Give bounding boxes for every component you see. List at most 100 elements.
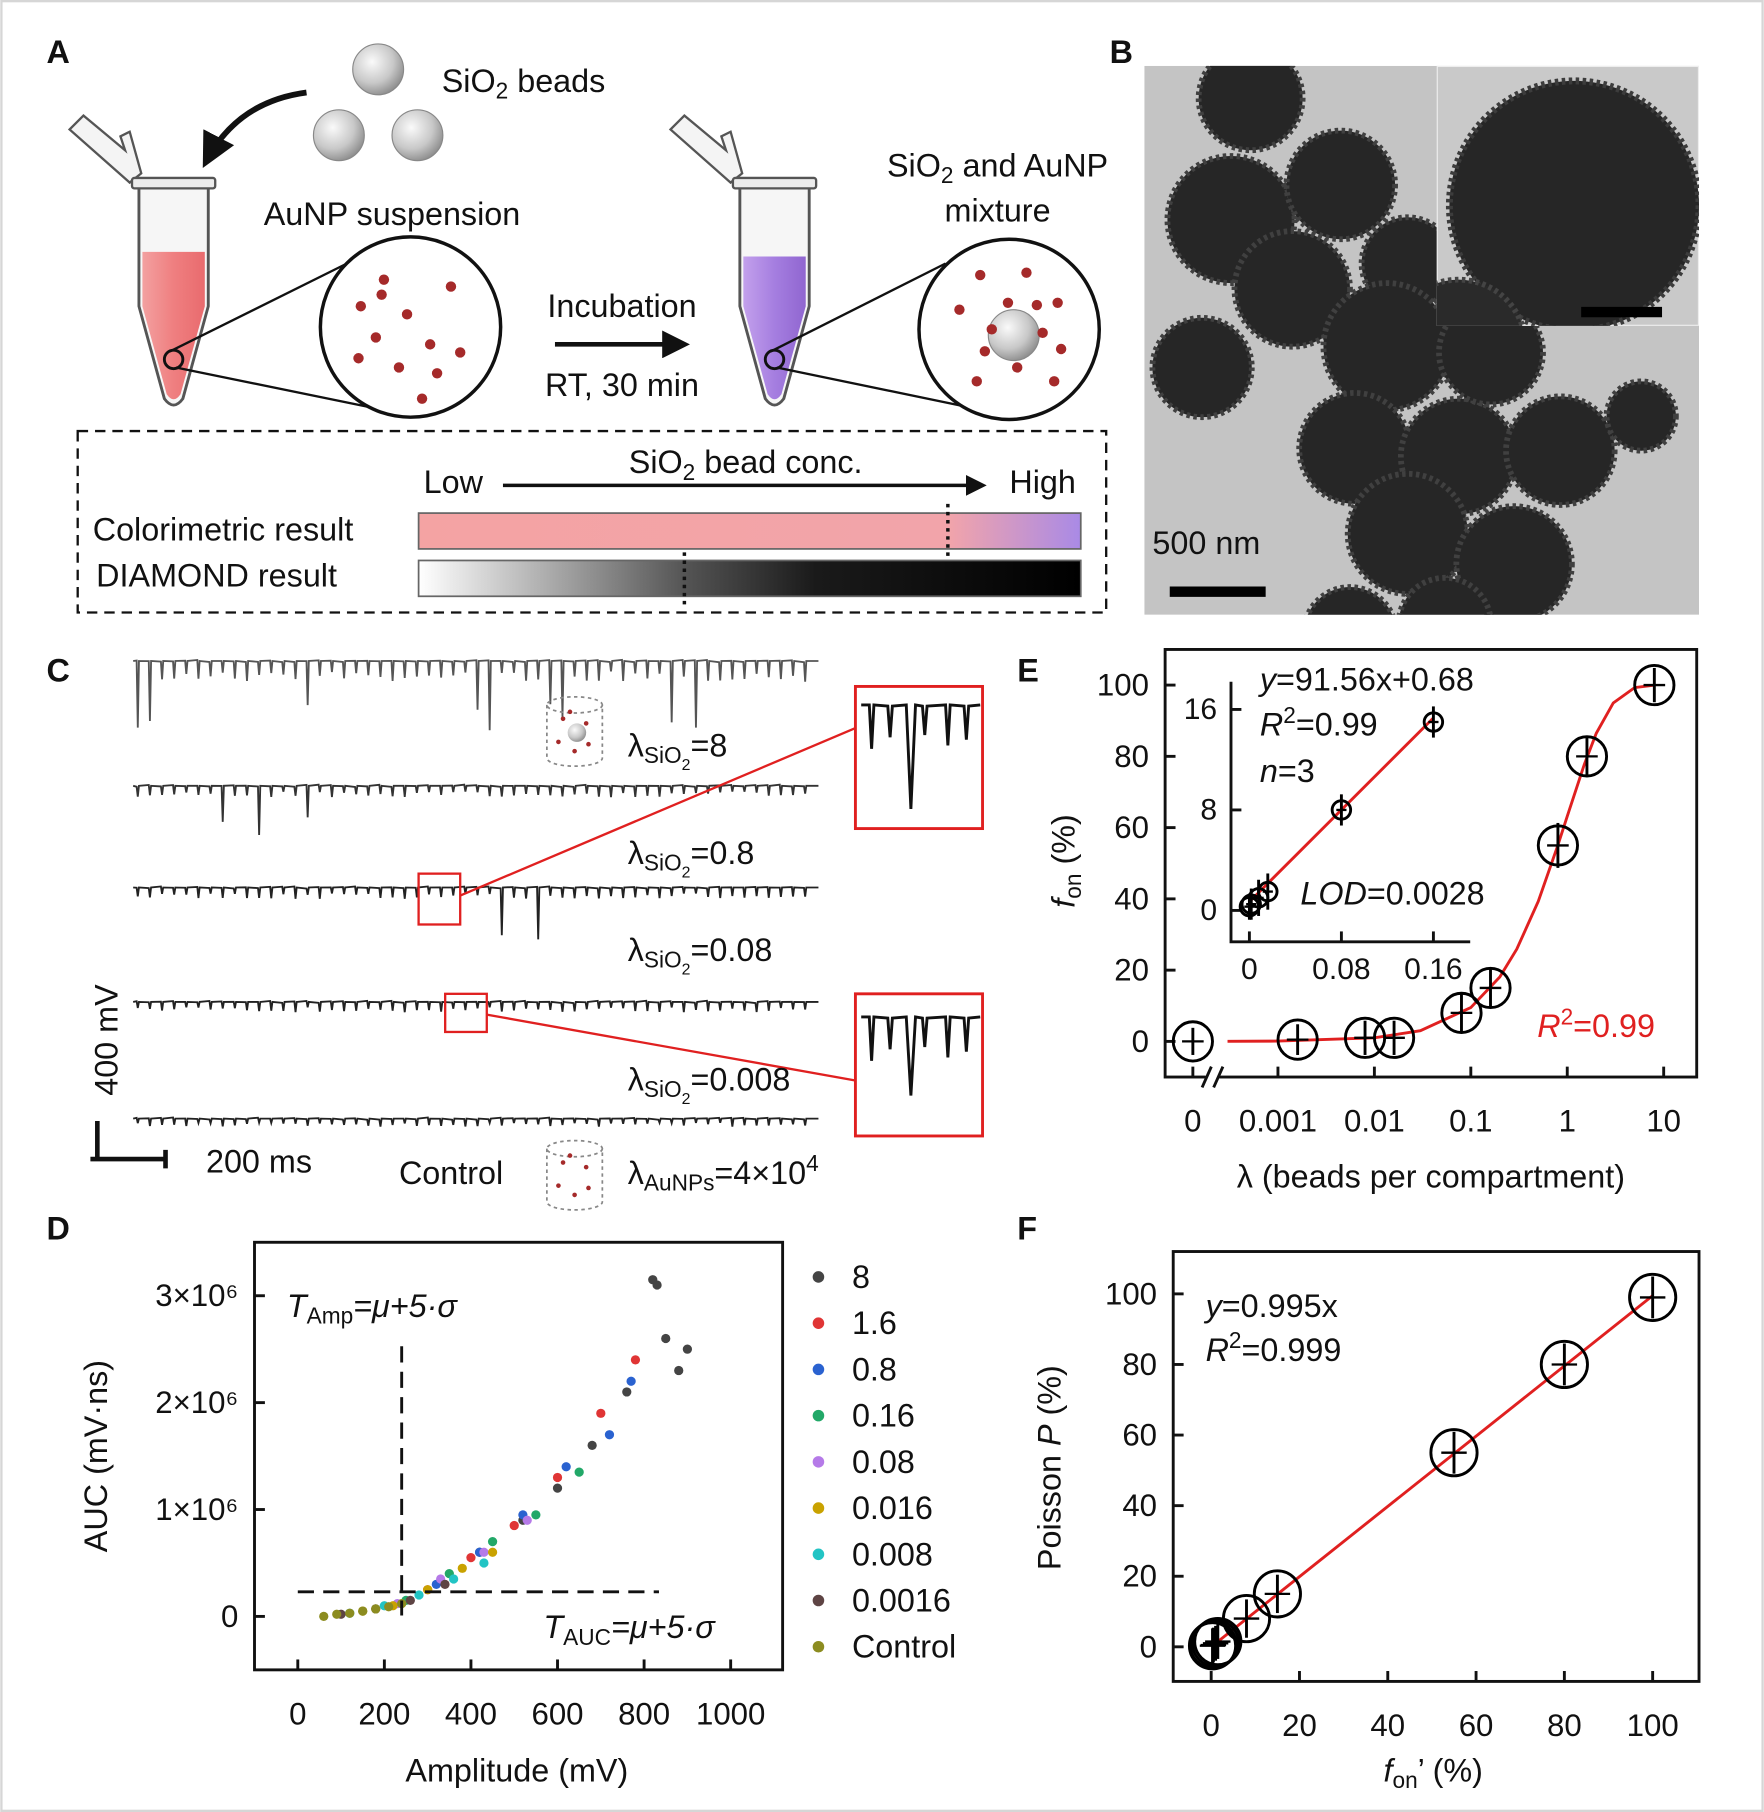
nanoparticle <box>1012 362 1023 373</box>
nanoparticle <box>971 376 982 387</box>
scale-label: 500 nm <box>1152 525 1260 561</box>
point <box>487 1536 498 1547</box>
legend-label: 8 <box>852 1259 870 1295</box>
legend-marker <box>812 1317 825 1329</box>
y-tick-label: 40 <box>1114 881 1149 916</box>
trace-label: λSiO2=0.008 <box>628 1061 791 1107</box>
legend-marker <box>812 1502 825 1514</box>
text-part: T <box>287 1288 309 1324</box>
x-axis-label: Amplitude (mV) <box>405 1752 628 1788</box>
nanoparticle <box>353 353 364 364</box>
text-part: SiO <box>644 742 682 768</box>
text-part: and AuNP <box>953 147 1108 183</box>
marker <box>1539 1339 1589 1390</box>
y-axis-label: Poisson P (%) <box>1032 1365 1068 1570</box>
y-tick-label: 20 <box>1122 1559 1157 1594</box>
tem-particle <box>1436 276 1526 326</box>
text-part: SiO <box>644 1076 682 1102</box>
legend-label: 0.0016 <box>852 1583 951 1619</box>
y-tick-label: 80 <box>1114 739 1149 774</box>
y-tick-label: 100 <box>1105 1276 1157 1311</box>
text-part: λ <box>628 727 644 763</box>
tube-cap <box>67 113 143 185</box>
scale-label: 400 mV <box>89 984 125 1096</box>
icon-dot <box>567 709 573 715</box>
text-part: LOD <box>1300 875 1367 911</box>
tem-particle <box>1149 314 1255 421</box>
legend-label: 0.016 <box>852 1490 933 1526</box>
tem-particle <box>1396 574 1494 615</box>
text-part: =4×10 <box>714 1155 806 1191</box>
nanoparticle <box>455 347 466 358</box>
panel-label: F <box>1017 1210 1037 1246</box>
nanoparticle <box>1052 297 1063 308</box>
y-tick-label: 0 <box>1200 894 1217 927</box>
point <box>509 1520 519 1531</box>
tube-cap <box>668 113 744 185</box>
marker <box>1565 735 1609 778</box>
text-part: =0.99 <box>1573 1008 1655 1044</box>
x-tick-label: 1 <box>1559 1103 1576 1138</box>
zoom-circle <box>318 235 503 419</box>
text-part: beads <box>508 63 605 99</box>
x-tick-label: 0 <box>289 1696 306 1731</box>
x-tick-label: 20 <box>1282 1708 1317 1743</box>
point <box>661 1333 671 1344</box>
point <box>522 1515 532 1525</box>
point <box>587 1440 597 1451</box>
fit-line <box>1210 1294 1654 1648</box>
marker <box>1633 663 1676 707</box>
marker <box>1221 1594 1272 1644</box>
scale-label: 200 ms <box>206 1143 312 1179</box>
label: Incubation <box>547 288 696 324</box>
nanoparticle <box>986 324 997 335</box>
x-tick-label: 600 <box>531 1696 583 1731</box>
label: Low <box>424 464 484 500</box>
legend-label: 1.6 <box>852 1305 897 1341</box>
y-tick-label: 0 <box>221 1599 238 1634</box>
point <box>319 1611 329 1622</box>
legend-marker <box>812 1363 825 1376</box>
icon-dot <box>583 721 589 726</box>
point <box>561 1462 571 1472</box>
legend-marker <box>812 1456 825 1468</box>
text-part: 2 <box>1229 1327 1242 1353</box>
point <box>449 1574 459 1584</box>
x-tick-label: 0 <box>1203 1708 1220 1743</box>
y-axis-label: fon (%) <box>1045 814 1086 907</box>
icon-body <box>546 1148 604 1211</box>
y-tick-label: 16 <box>1184 693 1217 726</box>
point <box>552 1483 563 1493</box>
legend-label: 0.16 <box>852 1398 915 1434</box>
zoom-trace <box>861 1015 981 1096</box>
label: SiO2 beads <box>442 63 606 104</box>
y-tick-label: 8 <box>1200 793 1217 826</box>
legend-label: Control <box>852 1629 956 1665</box>
tem-particle <box>1503 393 1618 508</box>
text-part: (%) <box>1045 814 1081 873</box>
legend-label: 0.8 <box>852 1351 897 1387</box>
text-part: =0.08 <box>690 932 772 968</box>
point <box>652 1280 662 1290</box>
diamond-bar <box>417 559 1082 598</box>
icon-dot <box>586 741 591 747</box>
text-part: T <box>543 1609 565 1645</box>
trace-label: λSiO2=0.08 <box>628 932 773 978</box>
nanoparticle <box>1048 376 1060 387</box>
marker <box>1372 1016 1416 1059</box>
text-part: =0.995x <box>1222 1288 1338 1324</box>
signal-trace <box>132 999 819 1013</box>
marker <box>1191 1618 1241 1668</box>
x-tick-label: 0 <box>1184 1103 1201 1138</box>
tube-liquid <box>743 256 806 400</box>
scale-bars <box>90 1120 168 1169</box>
text-part: AUC <box>563 1624 611 1650</box>
axes-frame <box>1163 648 1699 1079</box>
nanoparticle <box>393 362 405 373</box>
bead <box>391 109 444 162</box>
text-part: 2 <box>1561 1003 1574 1029</box>
panel-label: E <box>1017 652 1039 688</box>
tube-liquid <box>142 251 205 400</box>
point <box>487 1547 498 1557</box>
